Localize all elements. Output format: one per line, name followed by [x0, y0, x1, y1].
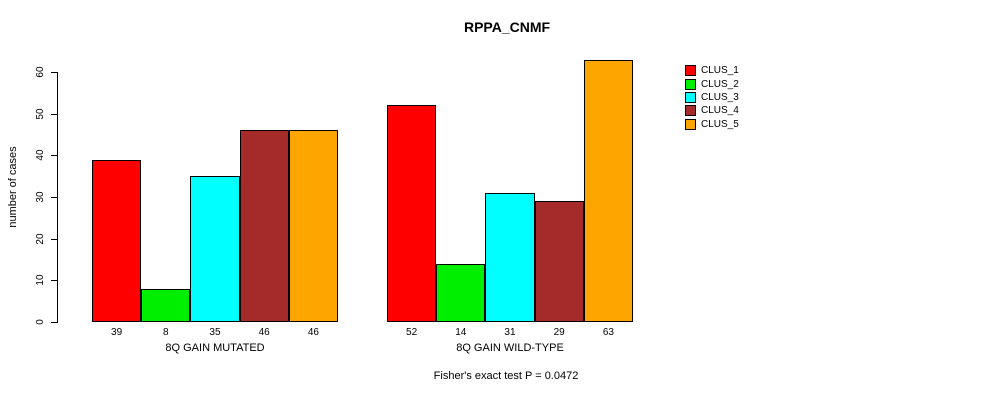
bar-CLUS_3-group2: [485, 192, 535, 322]
y-tick-label: 60: [35, 66, 46, 78]
bar-CLUS_2-group2: [436, 263, 486, 322]
bar-CLUS_4-group2: [534, 201, 584, 322]
bar-CLUS_3-group1: [190, 176, 240, 322]
y-tick-mark: [51, 72, 58, 73]
legend: CLUS_1 CLUS_2 CLUS_3 CLUS_4 CLUS_5: [685, 64, 739, 131]
bar-CLUS_4-group1: [239, 130, 289, 322]
legend-label: CLUS_1: [701, 65, 739, 77]
bar-value-label: 31: [504, 327, 516, 338]
y-tick-mark: [51, 155, 58, 157]
group-label: 8Q GAIN WILD-TYPE: [456, 342, 564, 354]
legend-label: CLUS_4: [701, 105, 739, 117]
y-tick-label: 20: [35, 233, 46, 245]
legend-swatch-CLUS_1: [685, 65, 696, 77]
bar-CLUS_1-group2: [387, 105, 437, 322]
bar-CLUS_5-group1: [288, 130, 338, 322]
legend-item: CLUS_4: [685, 104, 739, 117]
legend-item: CLUS_3: [685, 91, 739, 104]
bar-CLUS_5-group2: [583, 59, 633, 322]
legend-label: CLUS_2: [701, 78, 739, 90]
y-tick-mark: [51, 322, 58, 323]
y-tick-mark: [51, 280, 58, 282]
legend-swatch-CLUS_4: [685, 105, 696, 117]
y-tick-mark: [51, 113, 58, 115]
bar-value-label: 46: [307, 327, 319, 338]
bar-value-label: 35: [209, 327, 221, 338]
y-tick-label: 10: [35, 274, 46, 286]
bar-value-label: 52: [406, 327, 418, 338]
chart-title: RPPA_CNMF: [463, 19, 551, 35]
bar-value-label: 8: [163, 327, 169, 338]
y-tick-label: 0: [35, 319, 46, 325]
bar-value-label: 14: [455, 327, 467, 338]
fisher-test-annotation: Fisher's exact test P = 0.0472: [433, 370, 579, 382]
legend-item: CLUS_2: [685, 77, 739, 90]
bar-CLUS_1-group1: [92, 159, 142, 322]
bar-value-label: 39: [111, 327, 123, 338]
bar-CLUS_2-group1: [141, 288, 191, 322]
y-tick-label: 50: [35, 108, 46, 120]
legend-item: CLUS_5: [685, 118, 739, 131]
legend-swatch-CLUS_3: [685, 91, 696, 103]
bar-value-label: 29: [553, 327, 565, 338]
legend-swatch-CLUS_2: [685, 78, 696, 90]
y-tick-label: 40: [35, 149, 46, 161]
bar-value-label: 63: [602, 327, 614, 338]
legend-item: CLUS_1: [685, 64, 739, 77]
legend-swatch-CLUS_5: [685, 118, 696, 130]
y-tick-mark: [51, 197, 58, 198]
legend-label: CLUS_5: [701, 118, 739, 130]
y-tick-label: 30: [35, 191, 46, 203]
group-label: 8Q GAIN MUTATED: [165, 342, 265, 354]
y-tick-mark: [51, 238, 58, 240]
y-axis-label: number of cases: [7, 146, 19, 228]
bar-value-label: 46: [258, 327, 270, 338]
legend-label: CLUS_3: [701, 91, 739, 103]
